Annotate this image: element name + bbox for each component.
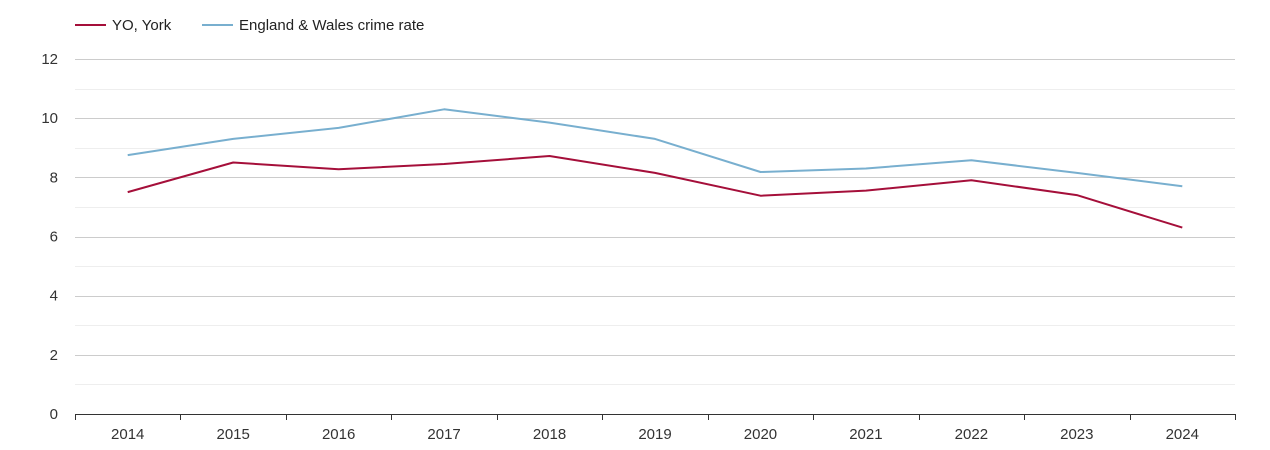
x-tick-label: 2021 (849, 426, 882, 443)
y-tick-label: 6 (50, 229, 58, 246)
legend-label-york: YO, York (112, 17, 172, 34)
x-tick-label: 2024 (1166, 426, 1199, 443)
y-tick-label: 4 (50, 288, 58, 305)
gridlines (75, 59, 1235, 385)
y-tick-label: 8 (50, 169, 58, 186)
legend-item-york[interactable]: YO, York (75, 17, 172, 34)
series-line-england-wales[interactable] (127, 108, 1183, 188)
x-tick-label: 2016 (322, 426, 355, 443)
series-lines (127, 108, 1183, 229)
x-tick-label: 2022 (955, 426, 988, 443)
x-tick-label: 2019 (638, 426, 671, 443)
x-tick-label: 2020 (744, 426, 777, 443)
legend-label-england-wales: England & Wales crime rate (239, 17, 424, 34)
x-tick-label: 2015 (216, 426, 249, 443)
y-tick-label: 10 (41, 110, 58, 127)
x-axis: 2014 2015 2016 2017 2018 2019 2020 2021 2022 2023… (75, 414, 1236, 443)
legend-item-england-wales[interactable]: England & Wales crime rate (202, 17, 424, 34)
y-tick-label: 2 (50, 347, 58, 364)
y-tick-label: 0 (50, 406, 58, 423)
x-tick-label: 2017 (427, 426, 460, 443)
y-tick-label: 12 (41, 51, 58, 68)
y-axis: 0 2 4 6 8 10 12 (41, 51, 58, 423)
legend: YO, York England & Wales crime rate (75, 17, 424, 34)
x-tick-label: 2014 (111, 426, 144, 443)
x-tick-label: 2023 (1060, 426, 1093, 443)
series-line-york[interactable] (127, 155, 1183, 229)
x-tick-label: 2018 (533, 426, 566, 443)
